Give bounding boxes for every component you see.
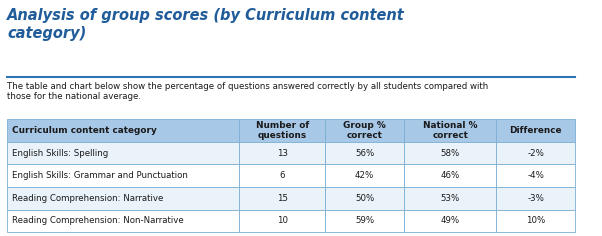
FancyBboxPatch shape: [7, 142, 240, 164]
Text: Reading Comprehension: Non-Narrative: Reading Comprehension: Non-Narrative: [12, 216, 184, 225]
Text: Curriculum content category: Curriculum content category: [12, 126, 157, 135]
FancyBboxPatch shape: [7, 164, 240, 187]
FancyBboxPatch shape: [325, 142, 405, 164]
FancyBboxPatch shape: [240, 164, 325, 187]
Text: 49%: 49%: [441, 216, 460, 225]
Text: 59%: 59%: [355, 216, 374, 225]
Text: Difference: Difference: [509, 126, 562, 135]
Text: 56%: 56%: [355, 149, 374, 158]
Text: 46%: 46%: [441, 171, 460, 180]
Text: The table and chart below show the percentage of questions answered correctly by: The table and chart below show the perce…: [7, 82, 488, 101]
Text: English Skills: Grammar and Punctuation: English Skills: Grammar and Punctuation: [12, 171, 188, 180]
Text: Group %
correct: Group % correct: [343, 121, 386, 140]
Text: -2%: -2%: [527, 149, 544, 158]
FancyBboxPatch shape: [405, 164, 496, 187]
FancyBboxPatch shape: [325, 210, 405, 232]
FancyBboxPatch shape: [240, 210, 325, 232]
FancyBboxPatch shape: [325, 119, 405, 142]
Text: 53%: 53%: [441, 194, 460, 203]
FancyBboxPatch shape: [496, 210, 576, 232]
FancyBboxPatch shape: [496, 119, 576, 142]
Text: -3%: -3%: [527, 194, 544, 203]
FancyBboxPatch shape: [496, 164, 576, 187]
Text: -4%: -4%: [527, 171, 544, 180]
FancyBboxPatch shape: [405, 210, 496, 232]
Text: 10: 10: [277, 216, 288, 225]
FancyBboxPatch shape: [240, 142, 325, 164]
Text: 50%: 50%: [355, 194, 374, 203]
FancyBboxPatch shape: [240, 119, 325, 142]
FancyBboxPatch shape: [325, 187, 405, 210]
FancyBboxPatch shape: [405, 142, 496, 164]
FancyBboxPatch shape: [496, 187, 576, 210]
Text: 6: 6: [279, 171, 285, 180]
Text: 13: 13: [277, 149, 288, 158]
FancyBboxPatch shape: [7, 187, 240, 210]
Text: Number of
questions: Number of questions: [255, 121, 309, 140]
FancyBboxPatch shape: [325, 164, 405, 187]
Text: 10%: 10%: [526, 216, 545, 225]
FancyBboxPatch shape: [7, 210, 240, 232]
Text: 42%: 42%: [355, 171, 374, 180]
Text: 15: 15: [277, 194, 288, 203]
FancyBboxPatch shape: [496, 142, 576, 164]
Text: Analysis of group scores (by Curriculum content
category): Analysis of group scores (by Curriculum …: [7, 8, 405, 41]
Text: English Skills: Spelling: English Skills: Spelling: [12, 149, 108, 158]
FancyBboxPatch shape: [405, 187, 496, 210]
Text: Reading Comprehension: Narrative: Reading Comprehension: Narrative: [12, 194, 163, 203]
Text: National %
correct: National % correct: [423, 121, 477, 140]
Text: 58%: 58%: [441, 149, 460, 158]
FancyBboxPatch shape: [7, 119, 240, 142]
FancyBboxPatch shape: [240, 187, 325, 210]
FancyBboxPatch shape: [405, 119, 496, 142]
